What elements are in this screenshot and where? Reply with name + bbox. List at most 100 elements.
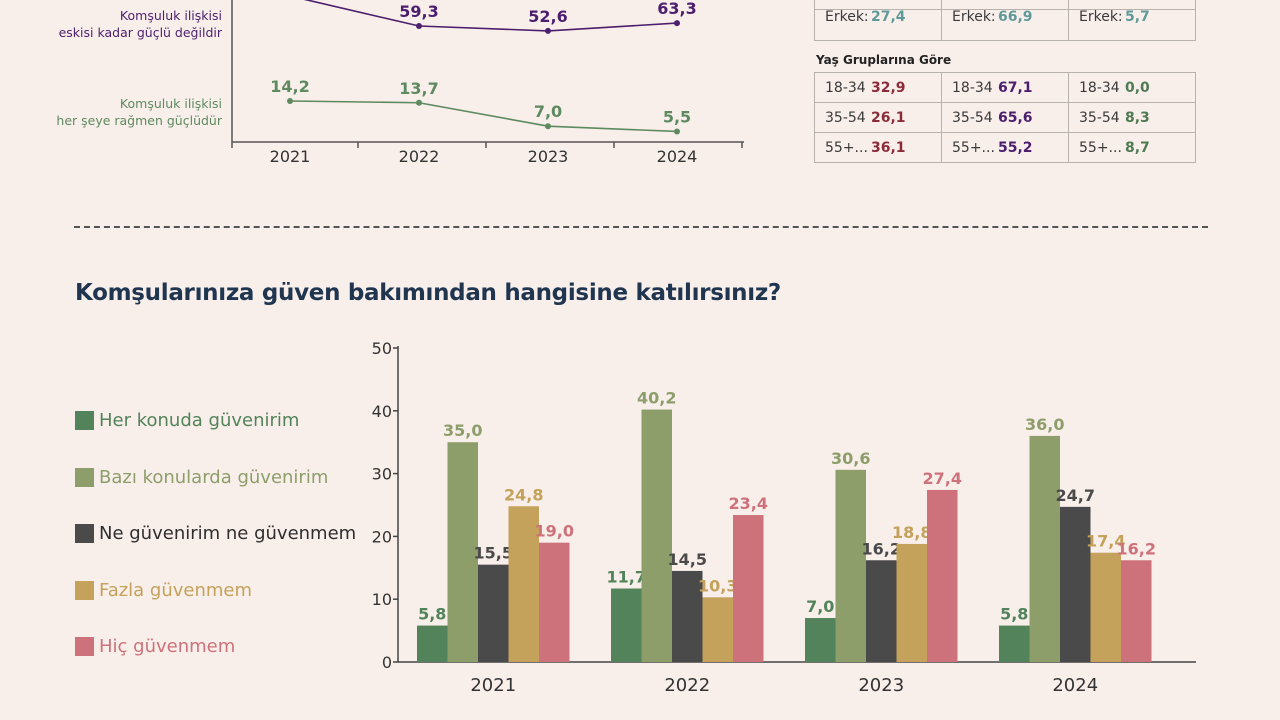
bar	[447, 442, 478, 662]
line-series-label: Komşuluk ilişkisi	[120, 8, 222, 23]
bar-value-label: 7,0	[806, 597, 834, 616]
gender-row: Erkek: 27,4 Erkek: 66,9 Erkek: 5,7	[814, 9, 1196, 41]
bar-value-label: 30,6	[831, 449, 870, 468]
line-series-label: her şeye rağmen güçlüdür	[56, 113, 222, 128]
line-point-label: 13,7	[399, 79, 438, 98]
age-group-cell-value: 0,0	[1125, 79, 1150, 96]
bar-y-tick-label: 40	[372, 402, 392, 421]
bar	[835, 469, 866, 662]
bar-value-label: 36,0	[1025, 415, 1064, 434]
legend-label: Fazla güvenmem	[99, 579, 253, 601]
bar-y-tick-label: 10	[372, 590, 392, 609]
age-group-cell-label: 35-54	[952, 109, 993, 126]
bar-category-label: 2024	[1052, 675, 1098, 696]
line-point-label: 63,3	[657, 0, 696, 18]
age-group-cell-value: 8,7	[1125, 139, 1150, 156]
line-point-label: 5,5	[663, 107, 691, 126]
age-group-cell-label: 55+...	[952, 139, 995, 156]
bar-category-label: 2022	[664, 675, 710, 696]
age-group-row: 18-34 32,9 18-34 67,1 18-34 0,0	[814, 72, 1196, 103]
line-point-label: 59,3	[399, 2, 438, 21]
line-point-label: 52,6	[528, 7, 567, 26]
bar-value-label: 19,0	[535, 522, 574, 541]
bar-value-label: 24,7	[1056, 486, 1095, 505]
bar	[1029, 435, 1060, 662]
bar-value-label: 40,2	[637, 389, 676, 408]
age-group-cell-label: 18-34	[1079, 79, 1120, 96]
line-point	[416, 23, 422, 29]
bar-value-label: 5,8	[418, 605, 446, 624]
line-point-label: 7,0	[534, 102, 562, 121]
age-group-cell-value: 36,1	[871, 139, 906, 156]
bar-value-label: 10,3	[698, 576, 737, 595]
age-group-row: 55+... 36,1 55+... 55,2 55+... 8,7	[814, 132, 1196, 163]
gender-cell-value: 5,7	[1125, 9, 1150, 25]
bar-value-label: 5,8	[1000, 605, 1028, 624]
bar-category-label: 2023	[858, 675, 904, 696]
bar	[641, 409, 672, 662]
gender-cell-label: Erkek:	[1079, 9, 1123, 25]
line-point-label: 14,2	[270, 77, 309, 96]
line-series-path	[289, 100, 678, 133]
line-series-label: Komşuluk ilişkisi	[120, 96, 222, 111]
legend-item: Ne güvenirim ne güvenmem	[75, 523, 356, 544]
bar-value-label: 11,7	[607, 568, 646, 587]
bar-value-label: 27,4	[923, 469, 962, 488]
age-group-cell: 55+... 8,7	[1068, 132, 1196, 163]
gender-cell-value: 27,4	[871, 9, 906, 25]
bar-y-tick-label: 0	[382, 653, 392, 672]
section-divider	[74, 226, 1208, 228]
age-group-cell-label: 35-54	[825, 109, 866, 126]
gender-table: Kadın:34,9Kadın:59,3Kadın:6,0Erkek:27,4E…	[814, 0, 1196, 41]
age-group-cell-value: 26,1	[871, 109, 906, 126]
line-point	[674, 128, 680, 135]
line-chart: 2021 2022 2023 2024 59,3 52,6 63,3 Komşuluk ili…	[56, 0, 744, 166]
bar-value-label: 17,4	[1086, 532, 1125, 551]
bar-value-label: 18,8	[892, 523, 931, 542]
age-group-cell-value: 67,1	[998, 79, 1033, 96]
age-group-cell: 55+... 36,1	[814, 132, 942, 163]
legend-label: Hiç güvenmem	[99, 636, 236, 657]
gender-cell: Erkek: 5,7	[1068, 9, 1196, 41]
legend-item: Fazla güvenmem	[75, 580, 252, 601]
age-group-cell: 35-54 65,6	[941, 102, 1069, 133]
age-group-cell-label: 55+...	[825, 139, 868, 156]
bar	[1090, 552, 1121, 662]
bar-value-label: 35,0	[443, 421, 482, 440]
gender-cell: Erkek: 66,9	[941, 9, 1069, 41]
age-group-cell-value: 32,9	[871, 79, 906, 96]
bar	[702, 597, 733, 662]
bar	[866, 560, 897, 662]
bar	[896, 543, 927, 662]
line-chart-year-label: 2024	[657, 147, 698, 166]
age-group-cell-value: 55,2	[998, 139, 1033, 156]
line-point	[545, 123, 551, 130]
bar	[999, 625, 1030, 662]
bar-y-tick-label: 20	[372, 527, 392, 546]
bar-category-label: 2021	[470, 675, 516, 696]
line-chart-year-label: 2022	[399, 147, 440, 166]
age-group-cell-label: 18-34	[825, 79, 866, 96]
line-point	[674, 20, 680, 27]
legend-label: Bazı konularda güvenirim	[99, 466, 329, 488]
legend-swatch	[75, 524, 94, 543]
line-chart-year-label: 2023	[528, 147, 569, 166]
age-group-cell: 55+... 55,2	[941, 132, 1069, 163]
legend-item: Hiç güvenmem	[75, 636, 235, 657]
age-group-cell-label: 55+...	[1079, 139, 1122, 156]
bar	[1121, 560, 1152, 662]
legend-item: Her konuda güvenirim	[75, 410, 299, 431]
bar-value-label: 16,2	[862, 539, 901, 558]
age-group-cell-value: 8,3	[1125, 109, 1150, 126]
bar-y-tick-label: 50	[372, 339, 392, 358]
bar	[611, 588, 642, 662]
legend-item: Bazı konularda güvenirim	[75, 467, 328, 488]
age-group-cell: 18-34 32,9	[814, 72, 942, 103]
line-point	[287, 98, 293, 104]
age-group-cell-label: 18-34	[952, 79, 993, 96]
gender-cell: Erkek: 27,4	[814, 9, 942, 41]
bar-chart-title: Komşularınıza güven bakımından hangisine…	[75, 280, 781, 306]
bar	[927, 489, 958, 662]
gender-cell-value: 66,9	[998, 9, 1033, 25]
bar-value-label: 14,5	[668, 550, 707, 569]
